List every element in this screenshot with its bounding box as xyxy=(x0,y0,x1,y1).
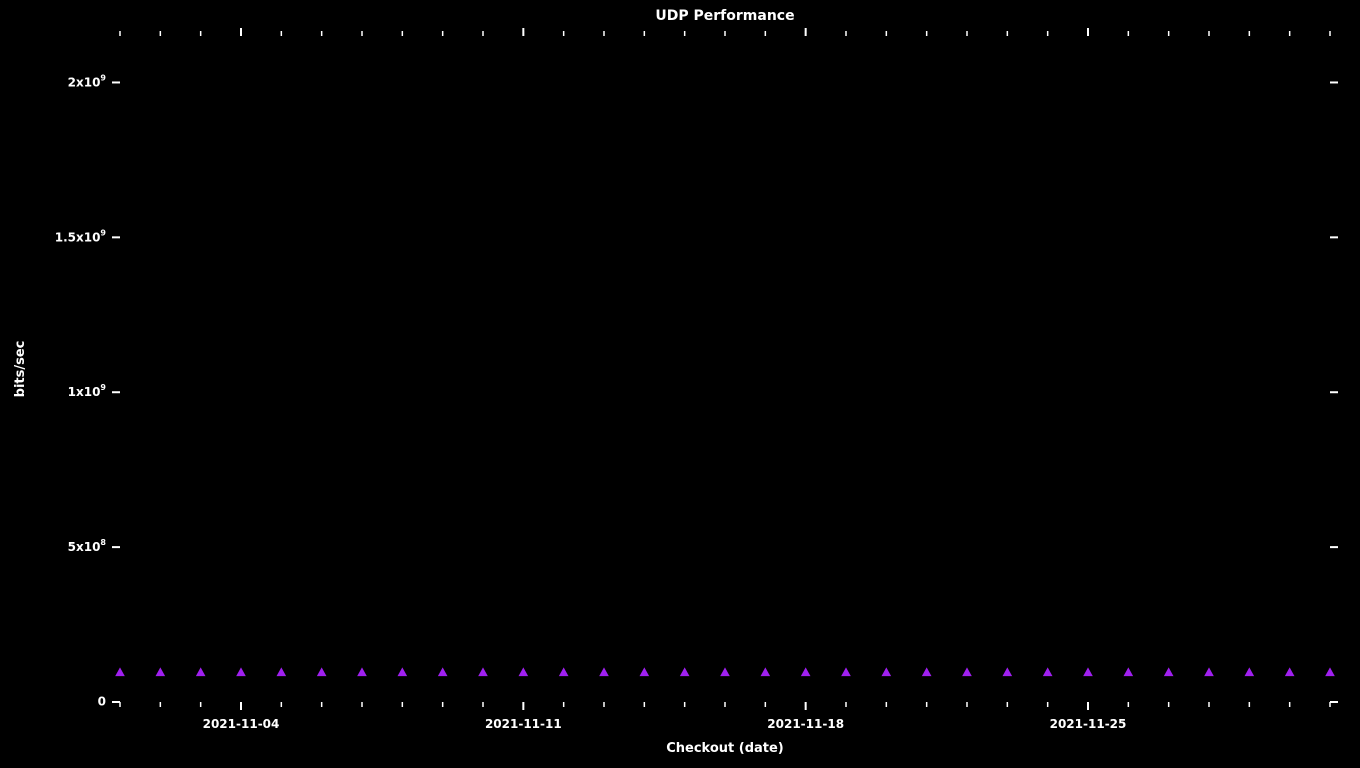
x-tick-label: 2021-11-04 xyxy=(203,717,280,731)
x-tick-label: 2021-11-18 xyxy=(767,717,844,731)
x-tick-label: 2021-11-25 xyxy=(1050,717,1127,731)
x-axis-label: Checkout (date) xyxy=(666,741,784,756)
y-tick-label: 1.5x109 xyxy=(55,228,107,244)
y-axis-label: bits/sec xyxy=(13,341,28,398)
y-tick-label: 0 xyxy=(98,695,106,709)
x-tick-label: 2021-11-11 xyxy=(485,717,562,731)
chart-container: UDP Performance05x1081x1091.5x1092x10920… xyxy=(0,0,1360,768)
chart-svg: UDP Performance05x1081x1091.5x1092x10920… xyxy=(0,0,1360,768)
chart-title: UDP Performance xyxy=(655,8,794,24)
